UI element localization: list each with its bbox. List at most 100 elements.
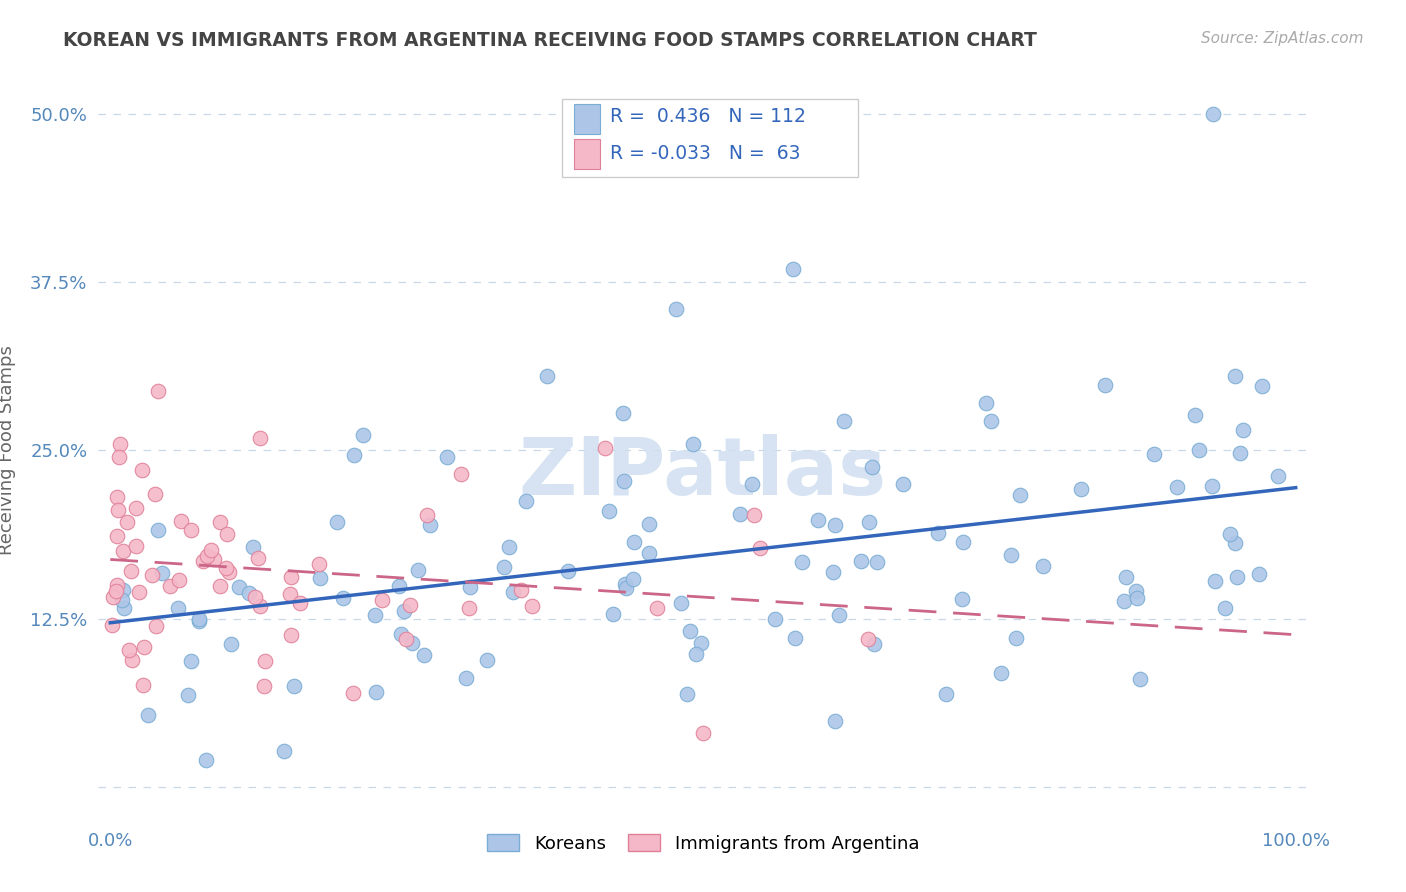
Point (308, 557, 330, 571)
Point (1225, 535, 1247, 549)
Point (111, 592, 134, 607)
Point (1112, 594, 1135, 608)
Point (460, 580, 482, 594)
Point (332, 591, 354, 606)
Point (105, 529, 128, 543)
Point (950, 592, 973, 607)
Point (741, 476, 763, 491)
Point (395, 632, 418, 646)
Point (509, 583, 531, 598)
Point (415, 508, 437, 523)
Point (143, 486, 166, 500)
Point (219, 637, 242, 651)
Point (111, 544, 134, 558)
FancyBboxPatch shape (574, 104, 600, 134)
Point (612, 406, 634, 420)
Point (1115, 570, 1137, 584)
Text: R = -0.033   N =  63: R = -0.033 N = 63 (610, 144, 800, 162)
Point (325, 516, 347, 530)
Point (612, 475, 634, 489)
Point (117, 515, 139, 529)
Point (388, 579, 411, 593)
Point (498, 540, 520, 554)
Point (254, 654, 277, 668)
Point (280, 627, 302, 641)
Point (108, 450, 131, 464)
Point (167, 601, 190, 615)
Point (283, 679, 305, 693)
Point (849, 554, 872, 568)
Point (1213, 600, 1236, 615)
Point (159, 579, 181, 593)
Point (602, 607, 624, 621)
Point (1094, 377, 1116, 392)
Point (980, 414, 1002, 428)
Point (1000, 548, 1022, 562)
Point (450, 467, 472, 482)
Point (398, 598, 420, 612)
Point (557, 564, 579, 578)
Point (976, 396, 998, 410)
Text: KOREAN VS IMMIGRANTS FROM ARGENTINA RECEIVING FOOD STAMPS CORRELATION CHART: KOREAN VS IMMIGRANTS FROM ARGENTINA RECE… (63, 31, 1038, 50)
Point (1267, 469, 1289, 483)
Point (823, 565, 845, 579)
Point (406, 563, 429, 577)
Point (121, 653, 143, 667)
Point (132, 678, 155, 692)
Point (120, 564, 142, 578)
Point (118, 643, 141, 657)
Point (679, 624, 702, 638)
Point (1143, 447, 1166, 461)
Point (200, 542, 222, 557)
Point (824, 714, 846, 728)
Point (860, 460, 883, 475)
Point (132, 640, 155, 654)
Point (1008, 487, 1031, 501)
Point (1201, 479, 1223, 493)
Point (685, 647, 707, 661)
Point (593, 442, 616, 456)
Point (191, 554, 214, 568)
Legend: Koreans, Immigrants from Argentina: Koreans, Immigrants from Argentina (479, 827, 927, 860)
Point (856, 632, 879, 647)
Point (180, 655, 202, 669)
Point (208, 579, 231, 593)
Point (807, 513, 830, 527)
Point (858, 516, 880, 530)
Point (170, 514, 193, 528)
Point (763, 612, 786, 626)
Text: R =  0.436   N = 112: R = 0.436 N = 112 (610, 107, 806, 126)
Point (288, 596, 311, 610)
Point (824, 517, 846, 532)
Point (891, 476, 914, 491)
Point (1032, 559, 1054, 574)
Point (146, 523, 169, 537)
Point (215, 561, 238, 575)
Point (100, 618, 122, 632)
Point (401, 636, 423, 650)
Point (228, 580, 250, 594)
Point (412, 648, 434, 663)
Point (638, 546, 661, 560)
Point (623, 534, 645, 549)
Point (195, 753, 218, 767)
Point (150, 566, 173, 580)
Point (1251, 379, 1274, 393)
Point (204, 551, 226, 566)
Point (454, 671, 477, 685)
Point (253, 679, 276, 693)
Point (107, 503, 129, 517)
Point (146, 384, 169, 398)
Text: Source: ZipAtlas.com: Source: ZipAtlas.com (1201, 31, 1364, 46)
Point (208, 515, 231, 529)
Point (536, 369, 558, 384)
Point (218, 565, 240, 579)
Point (952, 535, 974, 549)
Point (389, 626, 412, 640)
Point (782, 261, 804, 276)
Point (927, 525, 949, 540)
FancyBboxPatch shape (574, 139, 600, 169)
Point (177, 688, 200, 702)
Point (645, 601, 668, 615)
Point (342, 448, 364, 462)
